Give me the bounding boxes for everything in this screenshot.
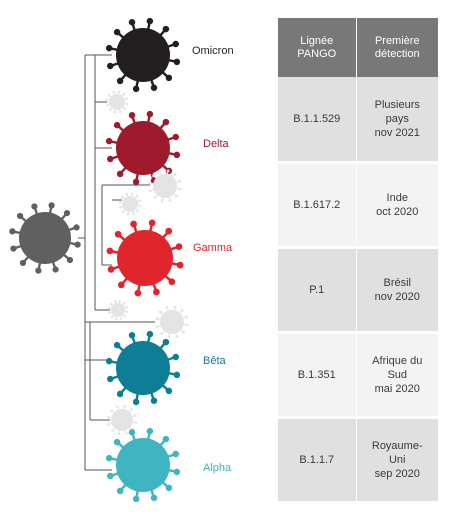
minor-virus-icon — [118, 192, 142, 216]
lineage-cell: P.1 — [278, 247, 357, 334]
ancestor-virus-icon — [9, 202, 81, 274]
table-row: B.1.1.529 Plusieurs pays nov 2021 — [278, 77, 438, 164]
virus-gamma-icon — [106, 219, 184, 297]
virus-omicron-icon — [105, 17, 181, 93]
detection-cell: Plusieurs pays nov 2021 — [356, 77, 438, 164]
detection-cell: Afrique du Sud mai 2020 — [356, 332, 438, 419]
variant-label-delta: Delta — [203, 138, 229, 150]
lineage-cell: B.1.1.529 — [278, 77, 357, 164]
variant-label-gamma: Gamma — [193, 242, 233, 254]
virus-icons — [9, 17, 189, 503]
variant-table: Lignée PANGO Première détection B.1.1.52… — [278, 18, 438, 504]
detection-cell: Brésil nov 2020 — [356, 247, 438, 334]
table-row: B.1.351 Afrique du Sud mai 2020 — [278, 332, 438, 419]
detection-cell: Inde oct 2020 — [356, 162, 438, 249]
table-header-row: Lignée PANGO Première détection — [278, 18, 438, 77]
detection-cell: Royaume- Uni sep 2020 — [356, 417, 438, 504]
minor-virus-icon — [148, 169, 182, 203]
table-row: B.1.617.2 Inde oct 2020 — [278, 162, 438, 249]
virus-delta-icon — [105, 110, 181, 186]
phylogenetic-tree — [9, 17, 189, 503]
minor-virus-icon — [107, 299, 129, 321]
virus-alpha-icon — [105, 427, 181, 503]
variant-label-beta: Bêta — [203, 355, 226, 367]
variant-label-alpha: Alpha — [203, 462, 232, 474]
header-first-detection: Première détection — [356, 18, 438, 77]
minor-virus-icon — [106, 404, 138, 436]
lineage-cell: B.1.351 — [278, 332, 357, 419]
header-lineage: Lignée PANGO — [278, 18, 357, 77]
table-row: B.1.1.7 Royaume- Uni sep 2020 — [278, 417, 438, 504]
lineage-cell: B.1.617.2 — [278, 162, 357, 249]
virus-beta-icon — [105, 330, 181, 406]
minor-virus-icon — [105, 90, 129, 114]
variant-label-omicron: Omicron — [192, 45, 234, 57]
table-row: P.1 Brésil nov 2020 — [278, 247, 438, 334]
lineage-cell: B.1.1.7 — [278, 417, 357, 504]
minor-virus-icon — [155, 305, 189, 339]
